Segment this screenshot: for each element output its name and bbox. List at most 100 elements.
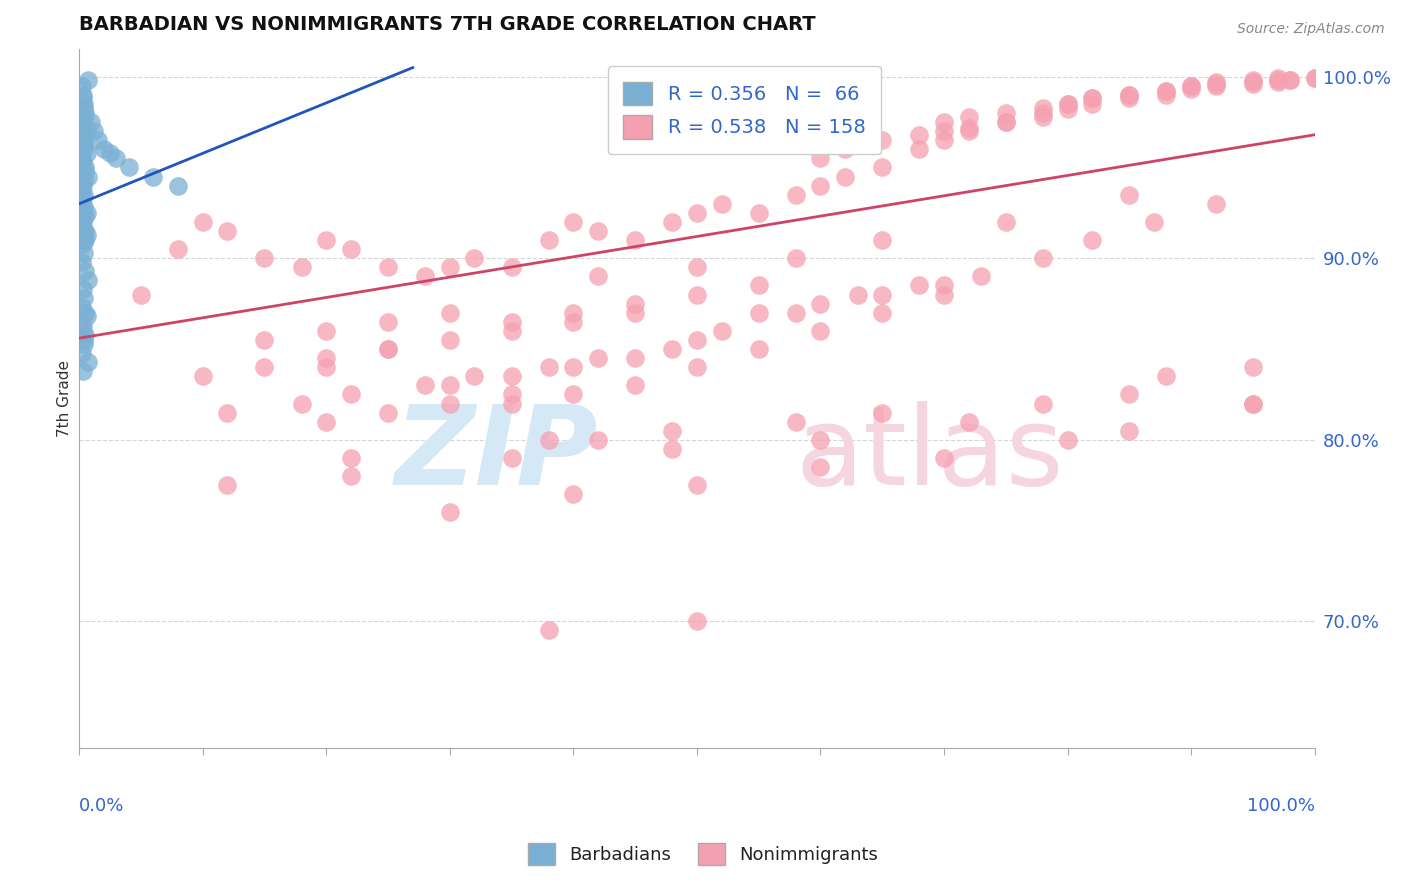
Point <box>1118 187 1140 202</box>
Point <box>661 342 683 356</box>
Point <box>75 327 97 342</box>
Point <box>1056 96 1078 111</box>
Point <box>73 187 96 202</box>
Point <box>932 287 955 301</box>
Point <box>70 196 93 211</box>
Text: 100.0%: 100.0% <box>1247 797 1315 815</box>
Point <box>1278 73 1301 87</box>
Point <box>785 187 807 202</box>
Point <box>501 396 523 410</box>
Point <box>785 415 807 429</box>
Point <box>957 110 980 124</box>
Point <box>253 252 276 266</box>
Point <box>1056 433 1078 447</box>
Point <box>1267 71 1289 86</box>
Point <box>1241 396 1264 410</box>
Point <box>686 260 709 275</box>
Point <box>377 342 399 356</box>
Point <box>661 215 683 229</box>
Point <box>73 173 96 187</box>
Legend: Barbadians, Nonimmigrants: Barbadians, Nonimmigrants <box>519 834 887 874</box>
Point <box>1081 91 1104 105</box>
Point <box>439 333 461 347</box>
Point <box>72 178 94 193</box>
Point <box>76 355 98 369</box>
Point <box>1056 96 1078 111</box>
Point <box>73 333 96 347</box>
Point <box>1205 77 1227 91</box>
Point <box>70 300 93 314</box>
Point <box>75 164 97 178</box>
Point <box>413 378 436 392</box>
Point <box>870 306 893 320</box>
Point <box>932 133 955 147</box>
Point <box>710 324 733 338</box>
Point <box>1241 77 1264 91</box>
Point <box>586 351 609 365</box>
Point <box>72 324 94 338</box>
Point <box>73 224 96 238</box>
Point <box>562 306 585 320</box>
Point <box>439 260 461 275</box>
Point <box>1118 87 1140 102</box>
Point <box>72 133 94 147</box>
Point <box>537 624 560 638</box>
Point <box>105 152 128 166</box>
Point <box>1081 96 1104 111</box>
Point <box>932 124 955 138</box>
Point <box>463 369 485 384</box>
Point <box>290 396 312 410</box>
Point <box>624 296 647 310</box>
Point <box>72 282 94 296</box>
Point <box>1278 73 1301 87</box>
Point <box>870 406 893 420</box>
Point <box>76 73 98 87</box>
Point <box>377 260 399 275</box>
Point <box>439 306 461 320</box>
Point <box>686 333 709 347</box>
Point <box>870 161 893 175</box>
Point <box>70 345 93 359</box>
Point <box>217 406 239 420</box>
Point <box>75 224 97 238</box>
Point <box>72 318 94 333</box>
Point <box>1143 215 1166 229</box>
Point <box>624 378 647 392</box>
Point <box>748 342 770 356</box>
Point <box>1180 82 1202 96</box>
Point <box>870 287 893 301</box>
Point <box>1267 75 1289 89</box>
Point <box>72 364 94 378</box>
Point <box>501 369 523 384</box>
Point <box>73 136 96 151</box>
Point <box>846 287 869 301</box>
Point <box>834 142 856 156</box>
Point <box>686 615 709 629</box>
Point <box>340 242 363 256</box>
Point <box>501 450 523 465</box>
Point <box>75 210 97 224</box>
Point <box>76 227 98 242</box>
Point <box>217 224 239 238</box>
Point <box>76 169 98 184</box>
Point <box>1267 73 1289 87</box>
Point <box>315 233 337 247</box>
Point <box>870 133 893 147</box>
Y-axis label: 7th Grade: 7th Grade <box>58 360 72 437</box>
Point <box>217 478 239 492</box>
Point <box>957 124 980 138</box>
Point <box>686 287 709 301</box>
Point <box>686 478 709 492</box>
Point <box>994 106 1017 120</box>
Point <box>72 236 94 251</box>
Point <box>932 450 955 465</box>
Point <box>1241 396 1264 410</box>
Point <box>315 324 337 338</box>
Point <box>72 206 94 220</box>
Point <box>72 191 94 205</box>
Point <box>70 128 93 142</box>
Point <box>501 315 523 329</box>
Point <box>439 378 461 392</box>
Point <box>932 115 955 129</box>
Text: 0.0%: 0.0% <box>79 797 125 815</box>
